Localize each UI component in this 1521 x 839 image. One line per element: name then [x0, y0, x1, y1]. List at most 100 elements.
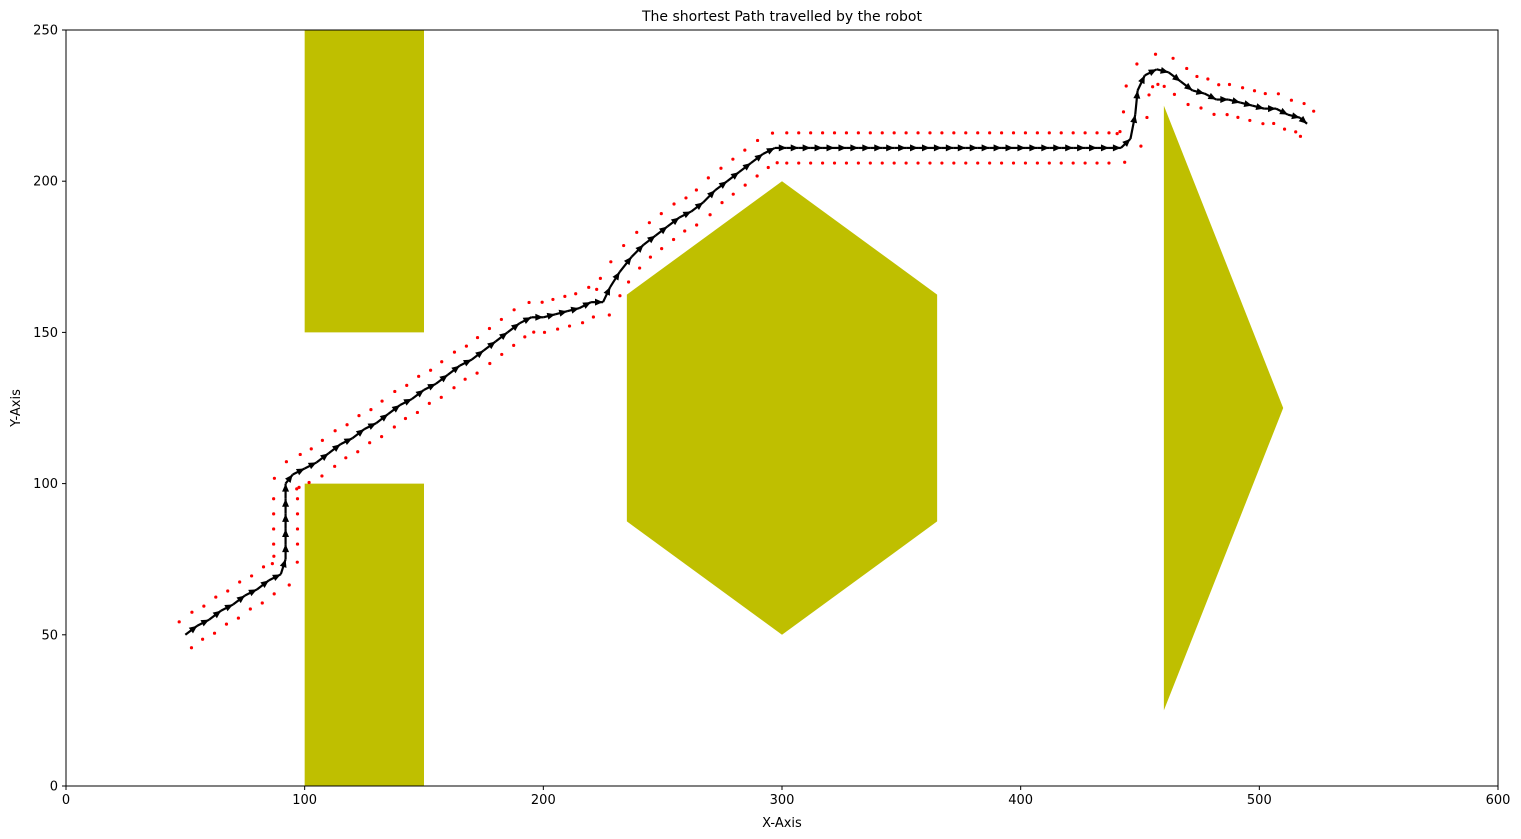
- path-arrow: [1287, 112, 1301, 120]
- path-arrow: [566, 306, 580, 314]
- path-arrow: [726, 171, 740, 183]
- explored-point: [542, 330, 547, 334]
- explored-point: [1095, 161, 1099, 165]
- explored-point: [1107, 161, 1111, 165]
- y-tick-label: 0: [50, 780, 58, 795]
- path-arrow: [1108, 144, 1121, 152]
- path-arrow: [1251, 103, 1265, 111]
- explored-point: [964, 131, 968, 135]
- path-arrow: [282, 513, 290, 529]
- obstacle-rectangle: [304, 30, 424, 333]
- explored-point: [1302, 101, 1306, 106]
- explored-point: [743, 183, 747, 187]
- explored-point: [307, 480, 311, 485]
- explored-point: [272, 527, 276, 531]
- explored-point: [1135, 62, 1139, 66]
- explored-point: [556, 327, 560, 331]
- explored-point: [916, 161, 920, 165]
- path-arrow: [1061, 144, 1074, 152]
- explored-point: [532, 330, 536, 334]
- explored-point: [1276, 92, 1280, 96]
- explored-point: [684, 196, 688, 200]
- explored-point: [295, 560, 299, 564]
- explored-point: [916, 131, 920, 135]
- path-arrow: [1156, 66, 1169, 74]
- path-arrow: [858, 144, 871, 152]
- explored-point: [393, 389, 397, 394]
- path-arrow: [232, 594, 246, 606]
- path-arrow: [411, 388, 425, 400]
- explored-point: [1156, 82, 1160, 86]
- path-layer: [184, 66, 1308, 636]
- explored-point: [1289, 98, 1294, 102]
- path-arrow: [602, 286, 612, 303]
- explored-point: [1199, 106, 1203, 110]
- path-arrow: [518, 316, 532, 325]
- path-arrow: [1025, 144, 1038, 152]
- explored-point: [1240, 86, 1245, 90]
- explored-point: [405, 383, 409, 388]
- explored-point: [475, 335, 480, 340]
- path-arrow: [284, 473, 294, 485]
- y-tick-label: 200: [33, 175, 58, 190]
- explored-point: [964, 161, 968, 165]
- path-arrow: [459, 358, 473, 367]
- path-arrow: [1216, 96, 1229, 104]
- path-arrow: [578, 301, 592, 310]
- explored-point: [439, 395, 443, 399]
- x-axis-ticks: 0 100 200 300 400 500 600: [62, 786, 1510, 808]
- explored-point: [236, 616, 241, 620]
- explored-point: [417, 374, 421, 378]
- explored-point: [295, 487, 299, 491]
- path-arrow: [918, 144, 930, 152]
- explored-point: [647, 221, 651, 225]
- explored-point: [1186, 102, 1190, 107]
- path-arrow: [1144, 68, 1158, 77]
- explored-point: [464, 344, 468, 348]
- path-arrow: [1228, 97, 1241, 105]
- explored-point: [380, 435, 384, 439]
- path-arrow: [1136, 74, 1146, 91]
- explored-point: [743, 148, 747, 152]
- explored-point: [1151, 85, 1155, 89]
- path-arrow: [642, 234, 657, 246]
- explored-point: [248, 607, 252, 611]
- explored-point: [832, 131, 837, 135]
- path-arrow: [282, 483, 290, 499]
- explored-point: [1118, 130, 1122, 134]
- explored-point: [369, 407, 373, 412]
- explored-point: [940, 161, 944, 165]
- path-arrow: [654, 225, 669, 237]
- path-arrow: [882, 144, 895, 152]
- explored-point: [1185, 66, 1189, 71]
- explored-point: [1121, 110, 1126, 114]
- path-arrow: [1192, 88, 1205, 95]
- explored-point: [567, 324, 572, 328]
- path-arrow: [494, 331, 509, 343]
- explored-point: [598, 276, 602, 280]
- explored-point: [976, 131, 980, 135]
- explored-point: [1236, 115, 1240, 120]
- path-arrow: [399, 397, 413, 406]
- path-arrow: [268, 573, 282, 582]
- path-arrow: [1298, 115, 1308, 125]
- path-arrow: [762, 146, 776, 155]
- explored-point: [500, 352, 504, 357]
- explored-point: [844, 131, 849, 135]
- explored-point: [309, 447, 313, 451]
- explored-point: [755, 138, 760, 143]
- explored-point: [785, 131, 789, 135]
- explored-point: [452, 350, 457, 354]
- explored-point: [1047, 161, 1051, 165]
- explored-point: [189, 646, 194, 650]
- explored-point: [1124, 84, 1128, 88]
- explored-point: [832, 161, 837, 165]
- path-arrow: [774, 144, 787, 152]
- explored-point: [820, 131, 825, 135]
- path-arrow: [208, 609, 222, 621]
- explored-point: [940, 131, 944, 135]
- explored-point: [609, 260, 613, 264]
- path-arrow: [196, 618, 210, 627]
- path-arrow: [906, 144, 919, 152]
